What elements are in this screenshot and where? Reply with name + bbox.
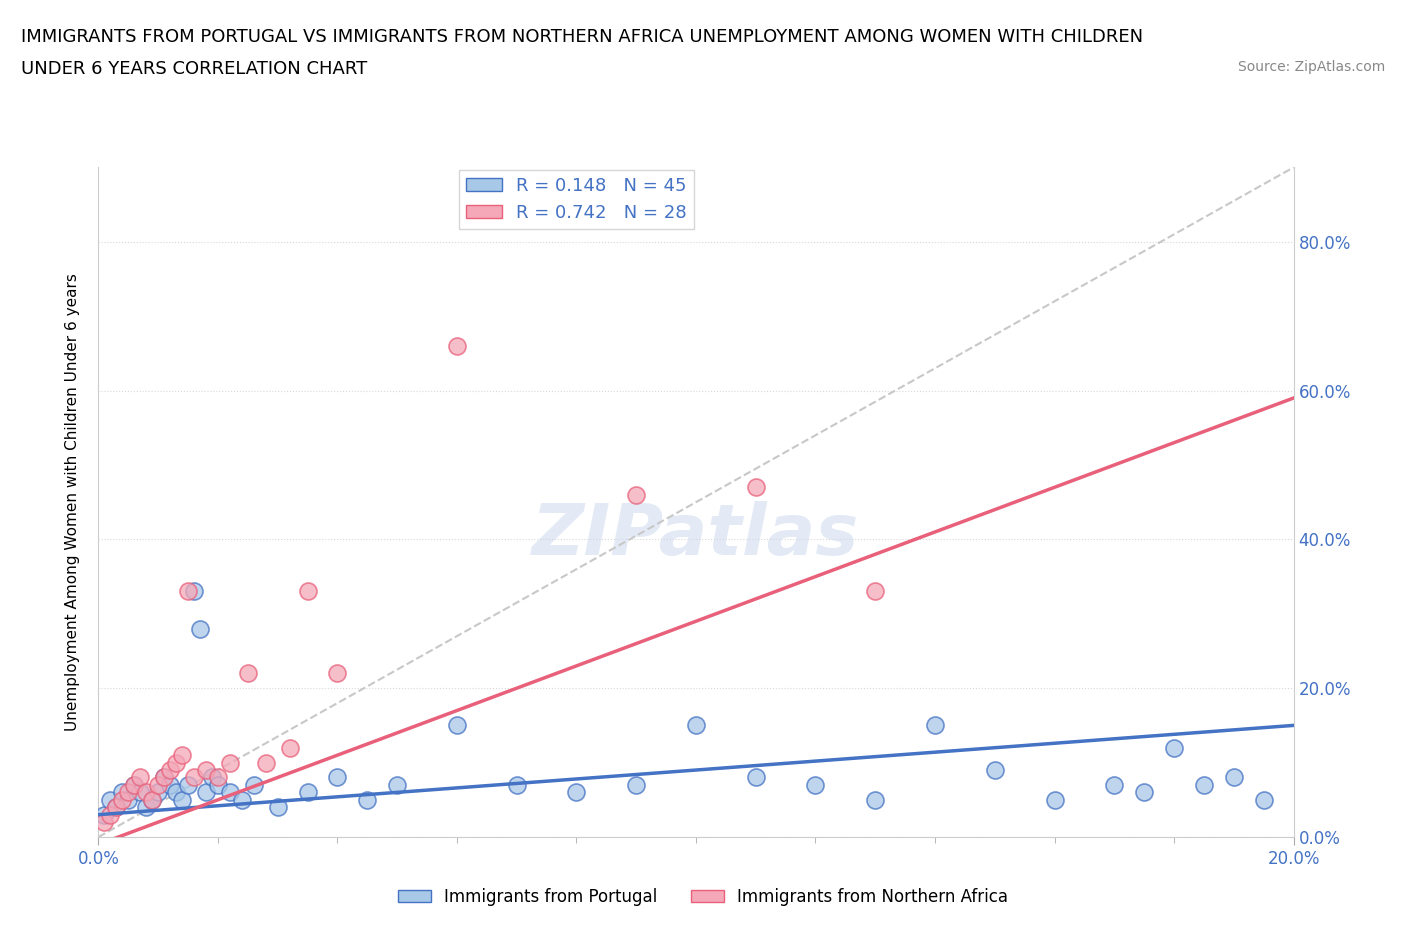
Point (446, 339, 468, 353)
Legend: Immigrants from Portugal, Immigrants from Northern Africa: Immigrants from Portugal, Immigrants fro… (391, 881, 1015, 912)
Point (159, 777, 181, 792)
Point (1163, 740, 1185, 755)
Point (195, 785, 218, 800)
Point (1192, 777, 1215, 792)
Point (231, 792, 253, 807)
Point (111, 792, 134, 807)
Point (745, 770, 768, 785)
Point (148, 777, 170, 792)
Point (165, 785, 187, 800)
Point (105, 800, 128, 815)
Point (177, 584, 200, 599)
Point (236, 666, 259, 681)
Point (745, 480, 768, 495)
Point (183, 584, 205, 599)
Point (153, 770, 176, 785)
Point (165, 755, 187, 770)
Point (153, 770, 176, 785)
Point (141, 792, 163, 807)
Point (100, 792, 122, 807)
Text: ZIPatlas: ZIPatlas (533, 501, 859, 570)
Point (141, 792, 163, 807)
Point (117, 792, 139, 807)
Point (93, 815, 115, 830)
Point (1043, 792, 1066, 807)
Point (297, 785, 319, 800)
Point (326, 666, 349, 681)
Point (446, 718, 468, 733)
Point (105, 800, 128, 815)
Point (219, 755, 242, 770)
Point (565, 785, 588, 800)
Point (685, 718, 707, 733)
Point (267, 800, 290, 815)
Point (129, 785, 152, 800)
Point (1223, 770, 1246, 785)
Point (124, 777, 146, 792)
Point (1253, 792, 1275, 807)
Point (135, 785, 157, 800)
Point (278, 740, 301, 755)
Point (1104, 777, 1126, 792)
Point (385, 777, 409, 792)
Point (626, 487, 648, 502)
Point (506, 777, 529, 792)
Point (207, 770, 229, 785)
Point (865, 584, 887, 599)
Point (177, 777, 200, 792)
Point (129, 770, 152, 785)
Point (626, 777, 648, 792)
Point (804, 777, 827, 792)
Point (183, 770, 205, 785)
Point (254, 755, 277, 770)
Text: IMMIGRANTS FROM PORTUGAL VS IMMIGRANTS FROM NORTHERN AFRICA UNEMPLOYMENT AMONG W: IMMIGRANTS FROM PORTUGAL VS IMMIGRANTS F… (21, 28, 1143, 46)
Text: UNDER 6 YEARS CORRELATION CHART: UNDER 6 YEARS CORRELATION CHART (21, 60, 367, 78)
Point (159, 763, 181, 777)
Point (100, 807, 122, 822)
Point (356, 792, 378, 807)
Point (148, 785, 170, 800)
Text: Source: ZipAtlas.com: Source: ZipAtlas.com (1237, 60, 1385, 74)
Point (111, 785, 134, 800)
Point (865, 792, 887, 807)
Point (1133, 785, 1156, 800)
Point (172, 792, 194, 807)
Point (219, 785, 242, 800)
Point (297, 584, 319, 599)
Point (207, 777, 229, 792)
Point (188, 621, 211, 636)
Legend: R = 0.148   N = 45, R = 0.742   N = 28: R = 0.148 N = 45, R = 0.742 N = 28 (458, 170, 695, 229)
Point (195, 763, 218, 777)
Point (924, 718, 946, 733)
Point (326, 770, 349, 785)
Point (172, 748, 194, 763)
Y-axis label: Unemployment Among Women with Children Under 6 years: Unemployment Among Women with Children U… (65, 273, 80, 731)
Point (984, 763, 1007, 777)
Point (124, 777, 146, 792)
Point (93, 807, 115, 822)
Point (117, 785, 139, 800)
Point (201, 770, 224, 785)
Point (243, 777, 266, 792)
Point (135, 800, 157, 815)
